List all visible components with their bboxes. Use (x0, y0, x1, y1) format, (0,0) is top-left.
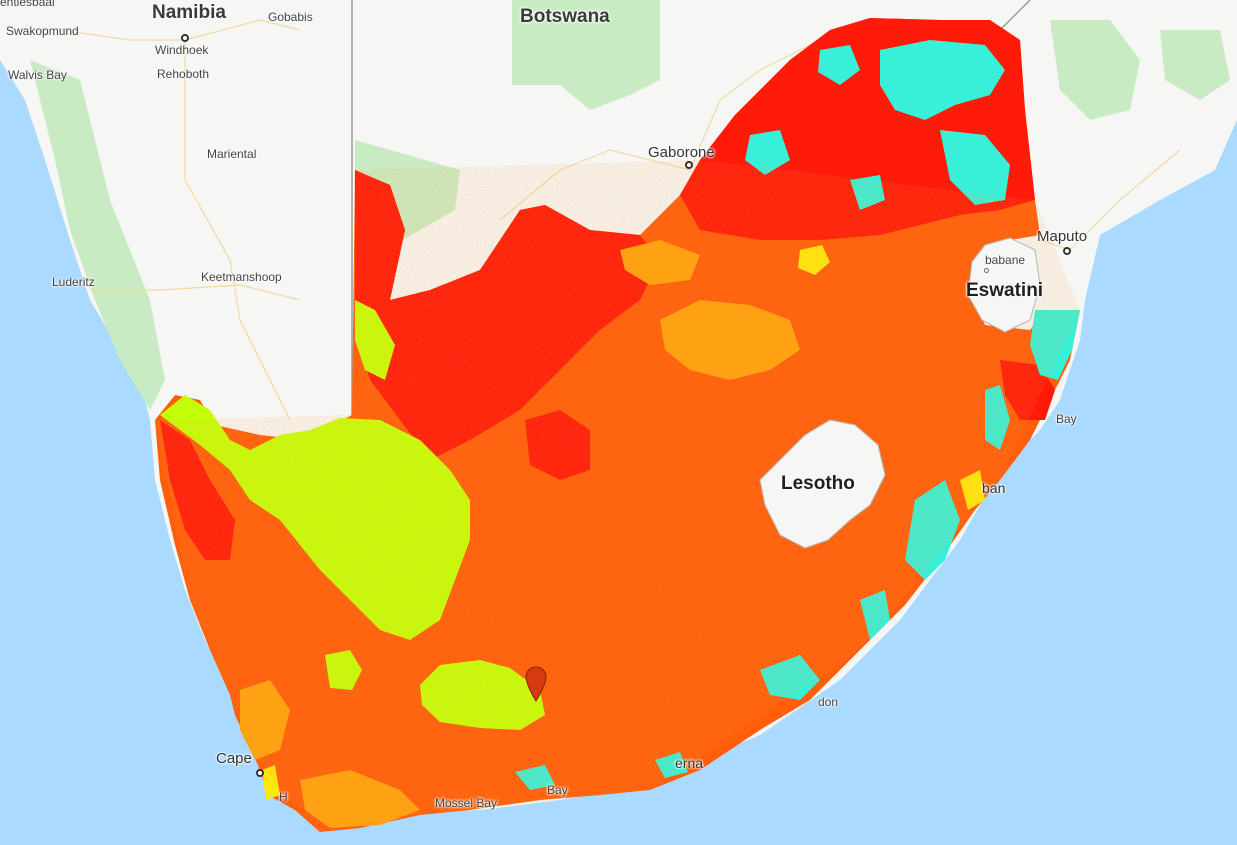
city-label-hermanus: H (279, 790, 288, 804)
city-label-plett-bay: Bay (547, 783, 568, 797)
city-label-east-london: don (818, 695, 839, 709)
city-label-gobabis: Gobabis (268, 10, 313, 24)
city-label-richards-bay: Bay (1056, 412, 1077, 426)
class-cyan-ne2 (818, 45, 860, 85)
city-label-keetmanshoop: Keetmanshoop (201, 270, 282, 284)
park-mozambique (1050, 20, 1140, 120)
city-label-mbabane: babane (985, 253, 1026, 267)
city-label-mariental: Mariental (207, 147, 257, 161)
city-dot-cape-town (256, 769, 264, 777)
city-label-cape-town: Cape (216, 750, 252, 767)
roads (59, 19, 1181, 421)
city-label-walvis-bay: Walvis Bay (8, 68, 67, 82)
city-dot-mbabane (984, 268, 989, 273)
city-label-rehoboth: Rehoboth (157, 67, 210, 81)
city-dot-maputo (1063, 247, 1071, 255)
country-label-namibia: Namibia (152, 2, 226, 23)
city-label-swakopmund: Swakopmund (6, 24, 79, 38)
city-label-mossel-bay: Mossel Bay (435, 796, 498, 810)
border-botswana-zim (999, 0, 1031, 31)
class-cyan-ne1 (880, 40, 1005, 120)
city-label-windhoek: Windhoek (155, 43, 209, 57)
city-label-port-elizabeth: erna (675, 755, 704, 771)
country-label-eswatini: Eswatini (966, 280, 1044, 301)
city-label-gaborone: Gaborone (648, 144, 715, 161)
country-label-botswana: Botswana (520, 6, 610, 27)
city-label-durban: ban (982, 480, 1006, 496)
park-botswana (512, 0, 660, 110)
park-coast (30, 60, 165, 410)
class-cyan-ne4 (745, 130, 790, 175)
city-label-luderitz: Luderitz (52, 275, 95, 289)
class-cyan-ne3 (940, 130, 1010, 205)
park-moz2 (1160, 30, 1230, 100)
country-label-lesotho: Lesotho (781, 473, 855, 494)
speckle-texture (155, 160, 1080, 832)
city-dot-gaborone (685, 161, 693, 169)
city-label-top-partial: entiesbaai (0, 0, 55, 9)
city-label-maputo: Maputo (1037, 228, 1088, 245)
city-dot-windhoek (181, 34, 189, 42)
